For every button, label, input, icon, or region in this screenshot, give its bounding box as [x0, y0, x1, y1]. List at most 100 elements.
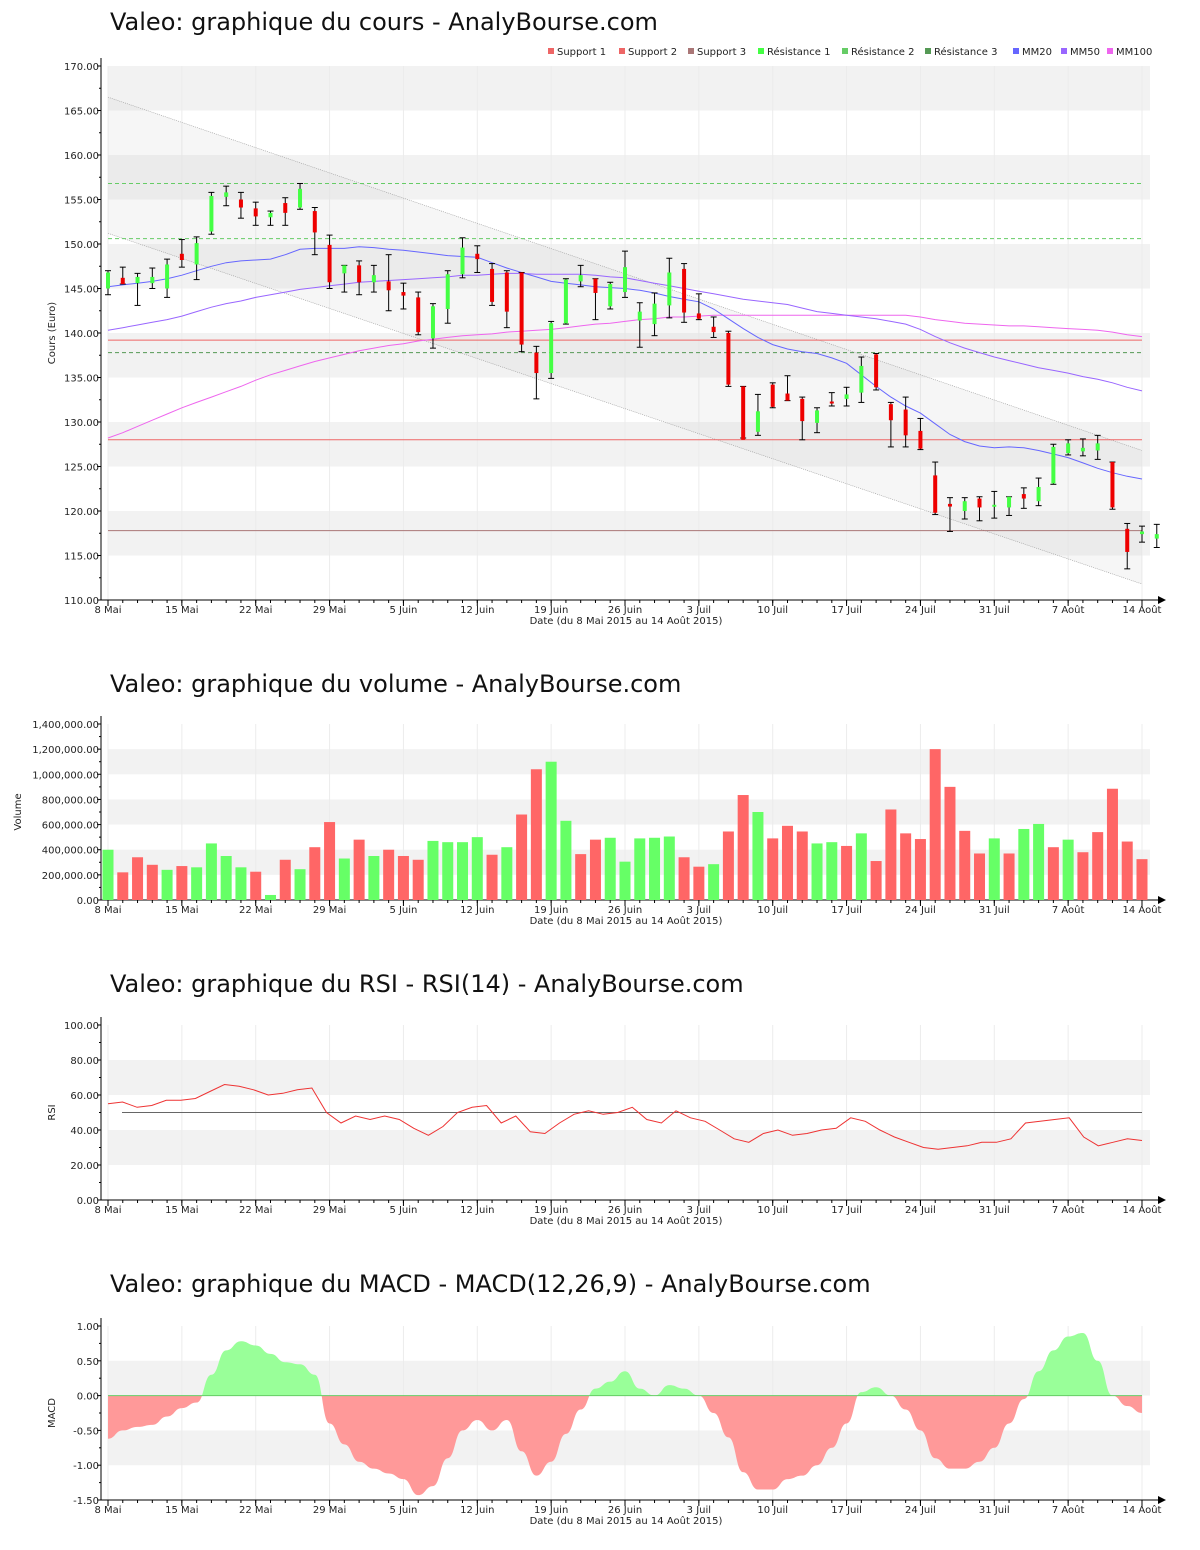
- legend-label: Support 3: [697, 47, 746, 58]
- x-tick-label: 8 Mai: [94, 1205, 121, 1216]
- volume-bar: [1047, 847, 1059, 900]
- candle-body: [623, 267, 627, 293]
- legend-swatch: [1061, 48, 1067, 54]
- volume-bar: [486, 854, 498, 900]
- y-tick-label: 80.00: [70, 1056, 99, 1067]
- candle-body: [593, 278, 598, 293]
- candle-body: [741, 386, 746, 440]
- volume-bar: [264, 894, 276, 900]
- volume-bar: [708, 864, 720, 900]
- x-tick-label: 5 Juin: [389, 905, 417, 916]
- volume-bar: [826, 842, 838, 900]
- candle-body: [1095, 443, 1100, 451]
- background-band: [108, 1060, 1150, 1095]
- candle-body: [150, 276, 155, 284]
- x-tick-label: 19 Juin: [534, 905, 568, 916]
- legend-label: MM20: [1022, 47, 1052, 58]
- legend-swatch: [1107, 48, 1113, 54]
- volume-bar: [545, 761, 557, 900]
- candle-body: [800, 398, 805, 422]
- volume-bar: [678, 857, 690, 900]
- x-axis-arrow: [1158, 1496, 1166, 1504]
- volume-bar: [914, 839, 926, 900]
- volume-bar: [1106, 788, 1118, 900]
- candle-body: [283, 203, 288, 213]
- y-tick-label: 1,000,000.00: [32, 770, 99, 781]
- y-tick-label: 60.00: [70, 1091, 99, 1102]
- candle-body: [1066, 443, 1071, 454]
- legend-label: Résistance 2: [851, 46, 914, 58]
- y-tick-label: 0.00: [77, 1196, 99, 1207]
- candle-body: [933, 475, 938, 513]
- candle-body: [490, 268, 495, 302]
- candle-body: [106, 272, 110, 289]
- candle-body: [327, 244, 332, 283]
- volume-bar: [634, 838, 646, 900]
- x-tick-label: 17 Juil: [831, 905, 862, 916]
- rsi-line: [107, 1083, 1143, 1150]
- candle-body: [519, 272, 524, 345]
- candle-body: [1154, 534, 1159, 539]
- volume-bar: [944, 786, 956, 900]
- legend-label: Résistance 1: [767, 46, 830, 58]
- candle-body: [534, 352, 539, 374]
- y-tick-label: 0.00: [77, 1392, 99, 1403]
- volume-bar: [1092, 832, 1104, 900]
- candle-body: [682, 268, 687, 313]
- x-tick-label: 3 Juil: [687, 1505, 711, 1516]
- x-tick-label: 19 Juin: [534, 1505, 568, 1516]
- x-tick-label: 22 Mai: [239, 605, 272, 616]
- candle-body: [371, 275, 376, 283]
- y-tick-label: 40.00: [70, 1126, 99, 1137]
- candle-body: [829, 401, 834, 404]
- legend-swatch: [842, 48, 848, 54]
- y-axis-label: RSI: [47, 1104, 58, 1120]
- candle-body: [298, 188, 303, 208]
- volume-bar: [575, 854, 587, 900]
- volume-bar: [397, 856, 409, 900]
- candle-body: [179, 253, 184, 261]
- volume-bar: [855, 833, 867, 900]
- volume-bar: [457, 842, 469, 900]
- x-tick-label: 24 Juil: [905, 1505, 936, 1516]
- volume-bar: [767, 838, 779, 900]
- x-tick-label: 29 Mai: [313, 1505, 346, 1516]
- candle-body: [224, 192, 229, 197]
- candle-body: [608, 284, 613, 307]
- volume-bar: [368, 856, 380, 900]
- x-tick-label: 12 Juin: [460, 1205, 494, 1216]
- volume-bar: [1018, 828, 1030, 900]
- x-tick-label: 24 Juil: [905, 1205, 936, 1216]
- x-tick-label: 7 Août: [1052, 1204, 1085, 1216]
- volume-bar: [176, 866, 188, 900]
- x-tick-label: 26 Juin: [608, 1505, 642, 1516]
- candle-body: [549, 323, 554, 374]
- x-tick-label: 15 Mai: [165, 605, 198, 616]
- volume-bar: [161, 869, 173, 900]
- y-tick-label: 115.00: [64, 552, 99, 563]
- volume-bar: [1033, 823, 1045, 900]
- y-tick-label: 165.00: [64, 107, 99, 118]
- y-tick-label: -1.00: [73, 1461, 99, 1472]
- x-tick-label: 31 Juil: [979, 605, 1010, 616]
- y-tick-label: 100.00: [64, 1021, 99, 1032]
- volume-bar: [146, 864, 158, 900]
- volume-bar: [1077, 852, 1089, 900]
- volume-bar: [885, 809, 897, 900]
- background-band: [108, 66, 1150, 111]
- candle-body: [726, 333, 731, 385]
- volume-bar: [737, 795, 749, 900]
- candle-body: [755, 411, 760, 432]
- candle-body: [120, 277, 125, 285]
- x-axis-label: Date (du 8 Mai 2015 au 14 Août 2015): [530, 1215, 723, 1227]
- x-tick-label: 8 Mai: [94, 1505, 121, 1516]
- x-tick-label: 15 Mai: [165, 905, 198, 916]
- candle-body: [667, 272, 672, 306]
- candle-body: [1080, 447, 1085, 452]
- candle-body: [696, 313, 701, 319]
- x-axis-arrow: [1158, 896, 1166, 904]
- x-tick-label: 10 Juil: [757, 605, 788, 616]
- x-tick-label: 7 Août: [1052, 604, 1085, 616]
- x-tick-label: 17 Juil: [831, 1505, 862, 1516]
- macd-positive-area: [201, 1332, 1113, 1396]
